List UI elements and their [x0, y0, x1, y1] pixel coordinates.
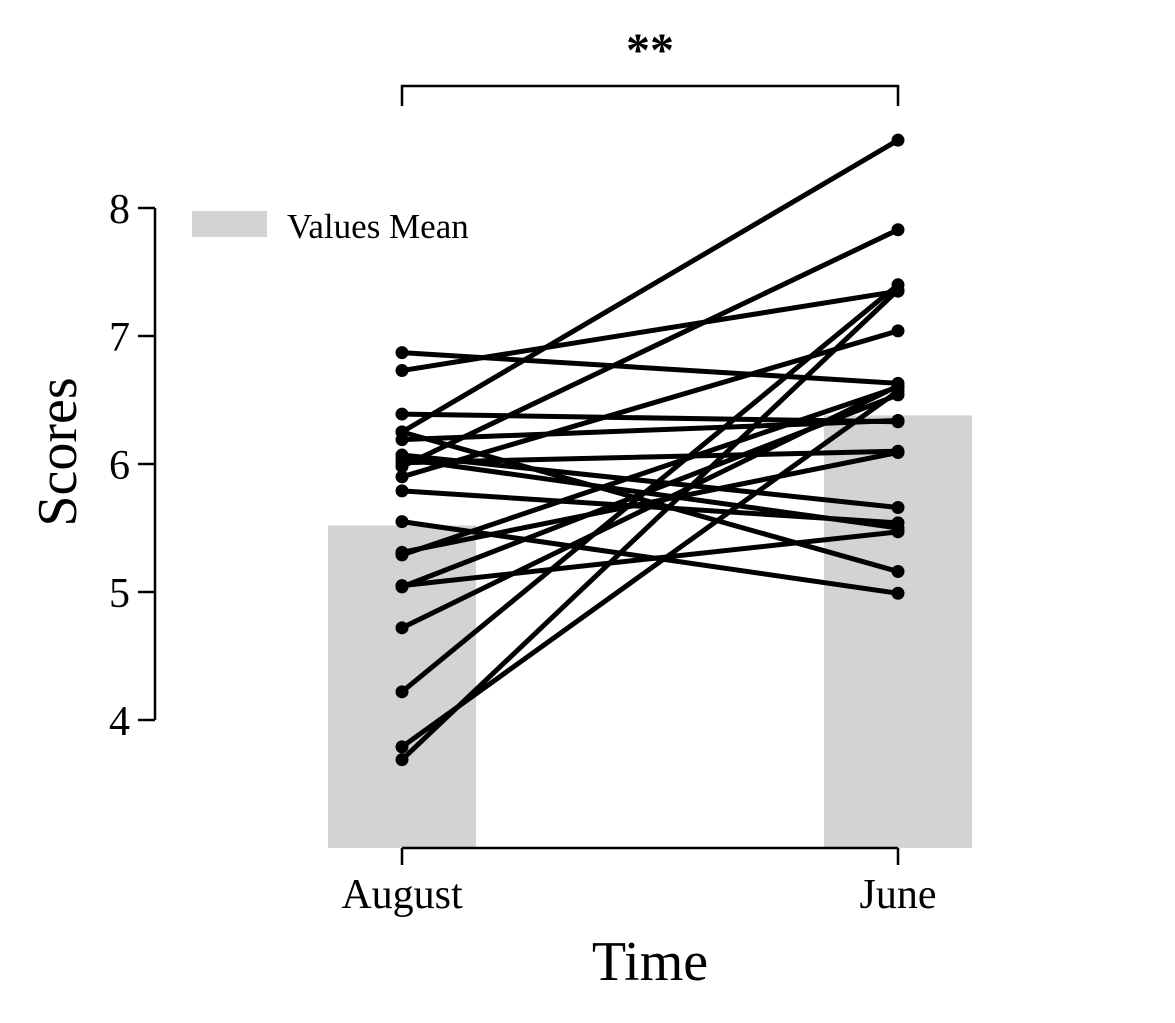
paired-lines-layer: [399, 137, 901, 763]
y-tick-label: 6: [109, 443, 130, 489]
legend-label: Values Mean: [287, 207, 469, 246]
paired-line: [399, 429, 901, 575]
paired-line: [399, 519, 901, 596]
data-point-june: [891, 376, 905, 390]
data-point-june: [891, 501, 905, 515]
data-point-august: [395, 621, 409, 635]
data-point-june: [891, 223, 905, 237]
paired-line: [399, 384, 901, 558]
y-ticks: 4 5 6 7 8: [109, 187, 155, 745]
data-point-june: [891, 586, 905, 600]
y-axis-title: Scores: [27, 377, 89, 526]
paired-line: [399, 388, 901, 750]
data-point-august: [395, 685, 409, 699]
paired-line: [399, 411, 901, 425]
data-point-august: [395, 407, 409, 421]
data-point-june: [891, 324, 905, 338]
y-tick-label: 4: [109, 699, 130, 745]
data-point-june: [891, 521, 905, 535]
data-point-august: [395, 364, 409, 378]
significance-bracket-line: [400, 84, 900, 106]
y-tick-label: 7: [109, 315, 130, 361]
paired-line: [399, 448, 901, 466]
x-axis-title: Time: [592, 931, 708, 993]
data-point-august: [395, 346, 409, 360]
data-point-june: [891, 415, 905, 429]
bar-june: [824, 415, 972, 848]
data-point-august: [395, 484, 409, 498]
legend-swatch: [192, 211, 267, 237]
x-ticks: August June: [341, 848, 937, 918]
paired-line: [399, 456, 901, 531]
data-point-june: [891, 444, 905, 458]
x-tick-label: June: [860, 872, 937, 918]
data-point-june: [891, 565, 905, 579]
data-point-august: [395, 740, 409, 754]
data-point-august: [395, 753, 409, 767]
data-point-june: [891, 284, 905, 298]
paired-line: [399, 350, 901, 386]
paired-line: [399, 452, 901, 511]
data-point-august: [395, 515, 409, 529]
paired-line: [399, 392, 901, 590]
data-point-august: [395, 545, 409, 559]
y-tick-label: 5: [109, 571, 130, 617]
paired-line: [399, 287, 901, 763]
data-point-june: [891, 133, 905, 147]
legend: Values Mean: [192, 207, 469, 246]
data-point-august: [395, 579, 409, 593]
paired-line: [399, 417, 901, 443]
data-point-august: [395, 425, 409, 439]
paired-line: [399, 137, 901, 435]
paired-line: [399, 328, 901, 480]
y-tick-label: 8: [109, 187, 130, 233]
data-point-august: [395, 470, 409, 484]
points-layer: [395, 133, 905, 767]
paired-line: [399, 227, 901, 470]
x-tick-label: August: [341, 872, 463, 918]
significance-marker: **: [626, 24, 674, 77]
significance-bracket: **: [400, 24, 900, 106]
data-point-august: [395, 448, 409, 462]
